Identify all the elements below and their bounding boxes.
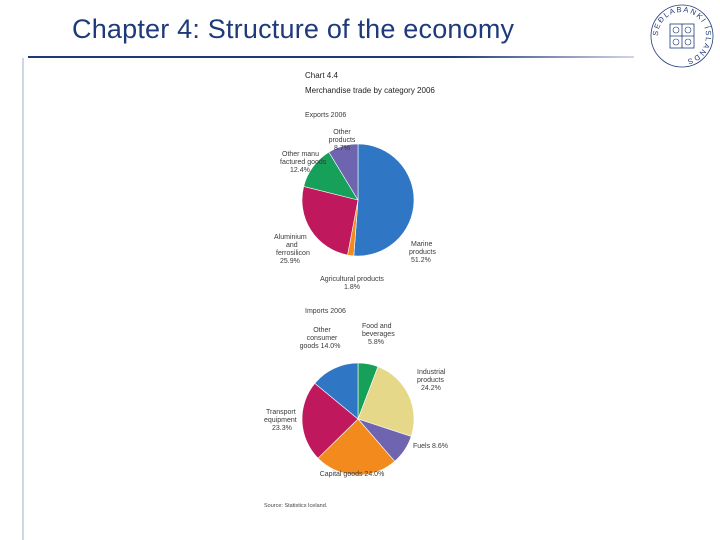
label-other-manufactured: Other manu: [282, 151, 319, 158]
pie-slice-industrial-products: [357, 366, 415, 437]
label-industrial: products: [417, 377, 444, 384]
exports-panel-title: Exports 2006: [305, 112, 346, 119]
label-transport: Transport: [266, 409, 296, 416]
label-other-products-value: 8.7%: [334, 145, 350, 152]
label-other-manufactured: factured goods: [280, 159, 327, 166]
chart-source: Source: Statistics Iceland.: [264, 503, 328, 509]
label-industrial-value: 24.2%: [421, 385, 441, 392]
chart-subtitle: Merchandise trade by category 2006: [305, 86, 435, 95]
pie-slice-marine-products: [353, 143, 415, 257]
chart-number: Chart 4.4: [305, 71, 338, 80]
label-marine-value: 51.2%: [411, 257, 431, 264]
exports-labels: Other products 8.7% Other manu factured …: [274, 129, 436, 291]
label-marine: Marine: [411, 241, 433, 248]
imports-pie: [301, 362, 415, 476]
label-food-beverages-value: 5.8%: [368, 339, 384, 346]
title-rule: [28, 56, 634, 58]
label-fuels: Fuels 8.6%: [413, 443, 448, 450]
label-transport: equipment: [264, 417, 297, 424]
label-other-products: products: [329, 137, 356, 144]
slide-title: Chapter 4: Structure of the economy: [72, 14, 515, 44]
imports-labels: Food and beverages 5.8% Other consumer g…: [264, 323, 448, 478]
label-food-beverages: beverages: [362, 331, 395, 338]
label-capital-goods: Capital goods 24.0%: [320, 471, 385, 478]
label-agricultural-value: 1.8%: [344, 284, 360, 291]
label-food-beverages: Food and: [362, 323, 392, 330]
pie-slice-capital-goods: [317, 418, 396, 476]
label-other-manufactured-value: 12.4%: [290, 167, 310, 174]
label-other-products: Other: [333, 129, 351, 136]
pie-slice-other-products: [328, 143, 359, 202]
left-rule: [22, 58, 24, 540]
label-other-consumer: Other: [313, 327, 331, 334]
pie-slice-aluminium-and-ferrosilicon: [301, 186, 359, 256]
label-marine: products: [409, 249, 436, 256]
label-other-consumer: consumer: [307, 335, 338, 342]
label-aluminium-value: 25.9%: [280, 258, 300, 265]
label-aluminium: Aluminium: [274, 234, 307, 241]
label-aluminium: and: [286, 242, 298, 249]
label-industrial: Industrial: [417, 369, 446, 376]
pie-slice-transport-equipment: [301, 382, 359, 459]
label-other-consumer-value: goods 14.0%: [300, 343, 341, 350]
label-aluminium: ferrosilicon: [276, 250, 310, 257]
imports-panel-title: Imports 2006: [305, 308, 346, 315]
exports-pie: [301, 143, 415, 257]
central-bank-seal-logo: SEÐLABANKI ÍSLANDS: [650, 4, 714, 68]
merchandise-trade-chart: Chart 4.4 Merchandise trade by category …: [264, 71, 448, 509]
label-agricultural: Agricultural products: [320, 276, 384, 283]
pie-slice-other-consumer-goods: [314, 362, 359, 420]
label-transport-value: 23.3%: [272, 425, 292, 432]
